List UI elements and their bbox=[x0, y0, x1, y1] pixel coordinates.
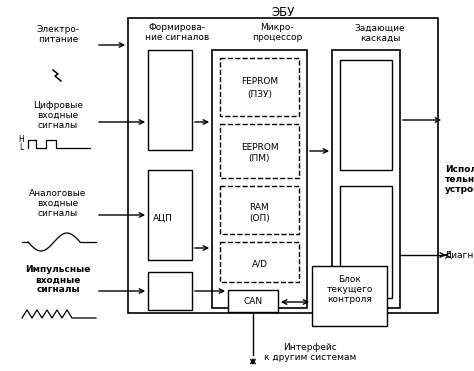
Text: процессор: процессор bbox=[252, 33, 302, 43]
Bar bbox=[220, 58, 299, 116]
Text: входные: входные bbox=[35, 276, 81, 285]
Bar bbox=[312, 266, 387, 326]
Text: ние сигналов: ние сигналов bbox=[145, 33, 209, 43]
Text: сигналы: сигналы bbox=[38, 209, 78, 217]
Text: RAM: RAM bbox=[250, 203, 269, 211]
Text: (ПЗУ): (ПЗУ) bbox=[247, 89, 272, 98]
Text: питание: питание bbox=[38, 36, 78, 45]
Text: Импульсные: Импульсные bbox=[25, 266, 91, 275]
Text: Задающие: Задающие bbox=[355, 23, 405, 33]
Bar bbox=[340, 186, 392, 298]
Text: EEPROM: EEPROM bbox=[241, 142, 278, 151]
Text: к другим системам: к другим системам bbox=[264, 354, 356, 362]
Text: (ПМ): (ПМ) bbox=[249, 154, 270, 164]
Text: H: H bbox=[18, 135, 24, 144]
Text: Интерфейс: Интерфейс bbox=[283, 344, 337, 352]
Text: Исполни-: Исполни- bbox=[445, 165, 474, 174]
Text: входные: входные bbox=[37, 198, 79, 207]
Text: FEPROM: FEPROM bbox=[241, 78, 278, 86]
Bar bbox=[340, 60, 392, 170]
Text: текущего: текущего bbox=[326, 286, 373, 295]
Text: Электро-: Электро- bbox=[36, 26, 80, 35]
Text: тельные: тельные bbox=[445, 175, 474, 184]
Bar bbox=[332, 50, 400, 308]
Bar bbox=[128, 18, 438, 313]
Text: Формирова-: Формирова- bbox=[148, 23, 206, 33]
Text: Блок: Блок bbox=[338, 276, 361, 285]
Bar bbox=[148, 50, 192, 150]
Text: ЭБУ: ЭБУ bbox=[271, 6, 295, 19]
Text: каскады: каскады bbox=[360, 33, 400, 43]
Text: входные: входные bbox=[37, 111, 79, 119]
Text: контроля: контроля bbox=[327, 295, 372, 305]
Text: АЦП: АЦП bbox=[153, 213, 173, 223]
Text: (ОП): (ОП) bbox=[249, 214, 270, 223]
Text: L: L bbox=[20, 144, 24, 152]
Text: устройства: устройства bbox=[445, 186, 474, 194]
Text: CAN: CAN bbox=[244, 298, 263, 306]
Text: Диагностика: Диагностика bbox=[445, 250, 474, 259]
Text: Микро-: Микро- bbox=[260, 23, 294, 33]
Text: сигналы: сигналы bbox=[36, 286, 80, 295]
Bar bbox=[212, 50, 307, 308]
Text: сигналы: сигналы bbox=[38, 121, 78, 129]
Bar bbox=[220, 186, 299, 234]
Bar bbox=[148, 170, 192, 260]
Text: Аналоговые: Аналоговые bbox=[29, 188, 87, 197]
Text: Цифровые: Цифровые bbox=[33, 101, 83, 109]
Bar bbox=[220, 242, 299, 282]
Bar bbox=[228, 290, 278, 312]
Text: A/D: A/D bbox=[252, 259, 267, 269]
Bar bbox=[220, 124, 299, 178]
Bar bbox=[148, 272, 192, 310]
